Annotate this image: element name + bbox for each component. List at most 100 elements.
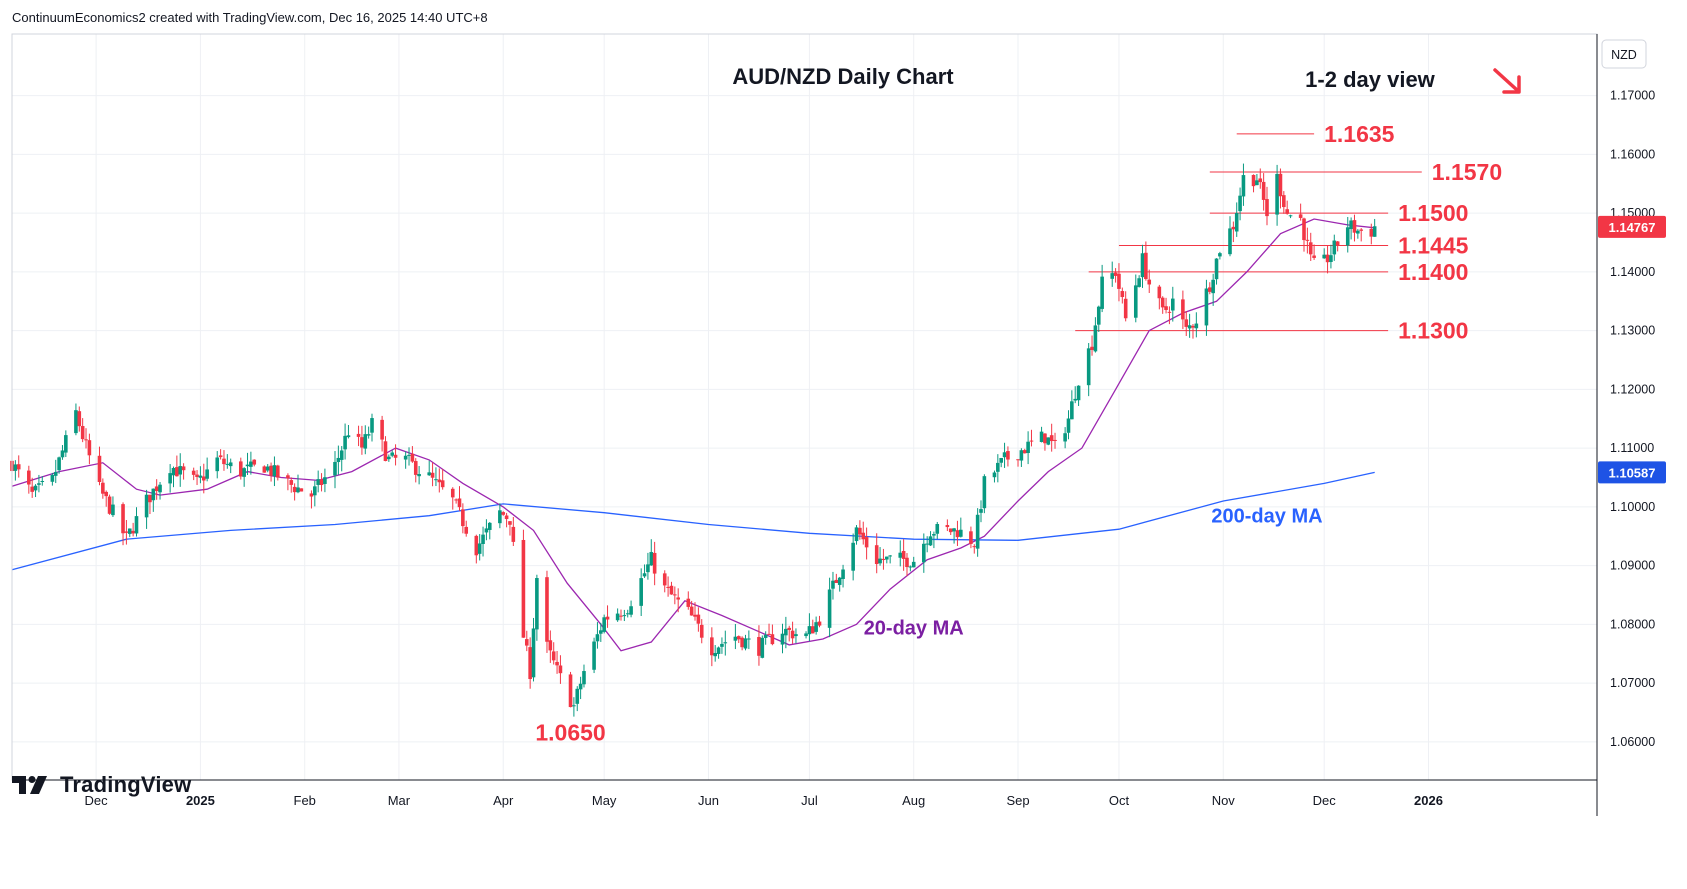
candle-body [107,496,112,514]
candle-body [380,419,384,440]
low-label: 1.0650 [535,719,605,745]
candle-body [144,494,149,518]
candle-body [787,627,792,630]
candle-body [733,636,738,641]
candle-body [1241,175,1246,197]
candle-body [1066,418,1071,433]
candle-body [383,441,388,462]
candle-body [104,491,109,497]
candle-body [696,614,701,624]
candle-body [477,543,482,554]
y-tick-label: 1.08000 [1610,617,1655,631]
candle-body [13,464,18,471]
chart-title: AUD/NZD Daily Chart [732,64,954,89]
candle-body [151,488,156,501]
candle-body [1332,240,1337,255]
candle-body [676,597,680,600]
candle-body [763,634,768,638]
candle-body [999,457,1003,463]
candle-body [804,633,808,637]
candle-body [551,651,556,661]
candle-body [450,488,455,498]
candle-body [673,594,677,596]
candle-body [101,482,105,494]
candle-body [222,458,226,465]
chart-header: ContinuumEconomics2 created with Trading… [12,10,488,25]
candle-body [723,642,728,644]
support-resistance-lines [1075,133,1422,332]
candle-body [1137,278,1141,287]
candle-body [757,636,761,656]
candle-body [864,537,869,548]
candle-body [356,433,361,437]
candle-body [1181,299,1185,320]
candle-body [582,671,586,685]
candle-body [572,705,576,707]
candle-body [1255,180,1259,186]
candle-body [625,613,630,615]
candle-body [393,454,398,458]
candle-body [1029,440,1034,442]
candle-body [1298,214,1303,218]
level-label: 1.1570 [1432,159,1502,185]
currency-label: NZD [1611,48,1637,62]
candle-body [535,578,539,630]
price-badge-label: 1.10587 [1609,465,1656,480]
footer-logo[interactable]: TradingView [12,772,191,798]
candle-body [417,474,421,477]
candle-body [699,624,704,638]
candle-body [878,558,882,564]
candle-body [1147,279,1152,285]
candle-body [309,493,314,497]
candle-body [16,464,21,470]
x-tick-label: Apr [493,793,514,808]
candle-body [484,528,489,533]
candle-body [242,468,246,477]
candle-body [336,457,341,463]
y-tick-label: 1.07000 [1610,676,1655,690]
candle-body [662,573,667,586]
y-tick-label: 1.06000 [1610,735,1655,749]
candle-body [1110,273,1115,279]
candle-body [810,626,815,634]
candle-body [195,474,199,477]
candle-body [407,454,411,456]
candle-body [1063,433,1067,442]
x-tick-label: Dec [85,793,109,808]
candle-body [1356,230,1360,234]
candle-body [339,450,344,460]
candle-body [932,534,936,536]
candle-body [252,459,257,465]
x-tick-label: Mar [388,793,411,808]
y-tick-label: 1.09000 [1610,559,1655,573]
x-tick-label: Aug [902,793,925,808]
candle-body [366,434,371,436]
price-badge [1598,461,1666,484]
candle-body [262,466,267,473]
candle-body [992,472,997,478]
candle-body [884,556,889,560]
price-badge [1598,215,1666,238]
candle-body [1140,253,1145,278]
candle-body [265,466,270,471]
candle-body [911,561,916,568]
candle-body [760,637,765,658]
candle-body [945,525,950,528]
candle-body [249,461,253,467]
candle-body [646,564,650,573]
candle-body [528,647,532,680]
candle-body [30,486,34,492]
x-tick-label: Jul [801,793,818,808]
x-tick-label: 2025 [186,793,215,808]
candle-body [504,515,509,520]
candle-body [427,472,432,476]
chart-grid [12,34,1597,780]
candle-body [736,636,741,640]
candle-body [1278,173,1283,197]
candle-body [27,470,31,485]
candle-body [928,536,933,546]
candle-body [228,462,233,467]
ma20-layer [11,218,1375,652]
candle-body [935,524,940,534]
